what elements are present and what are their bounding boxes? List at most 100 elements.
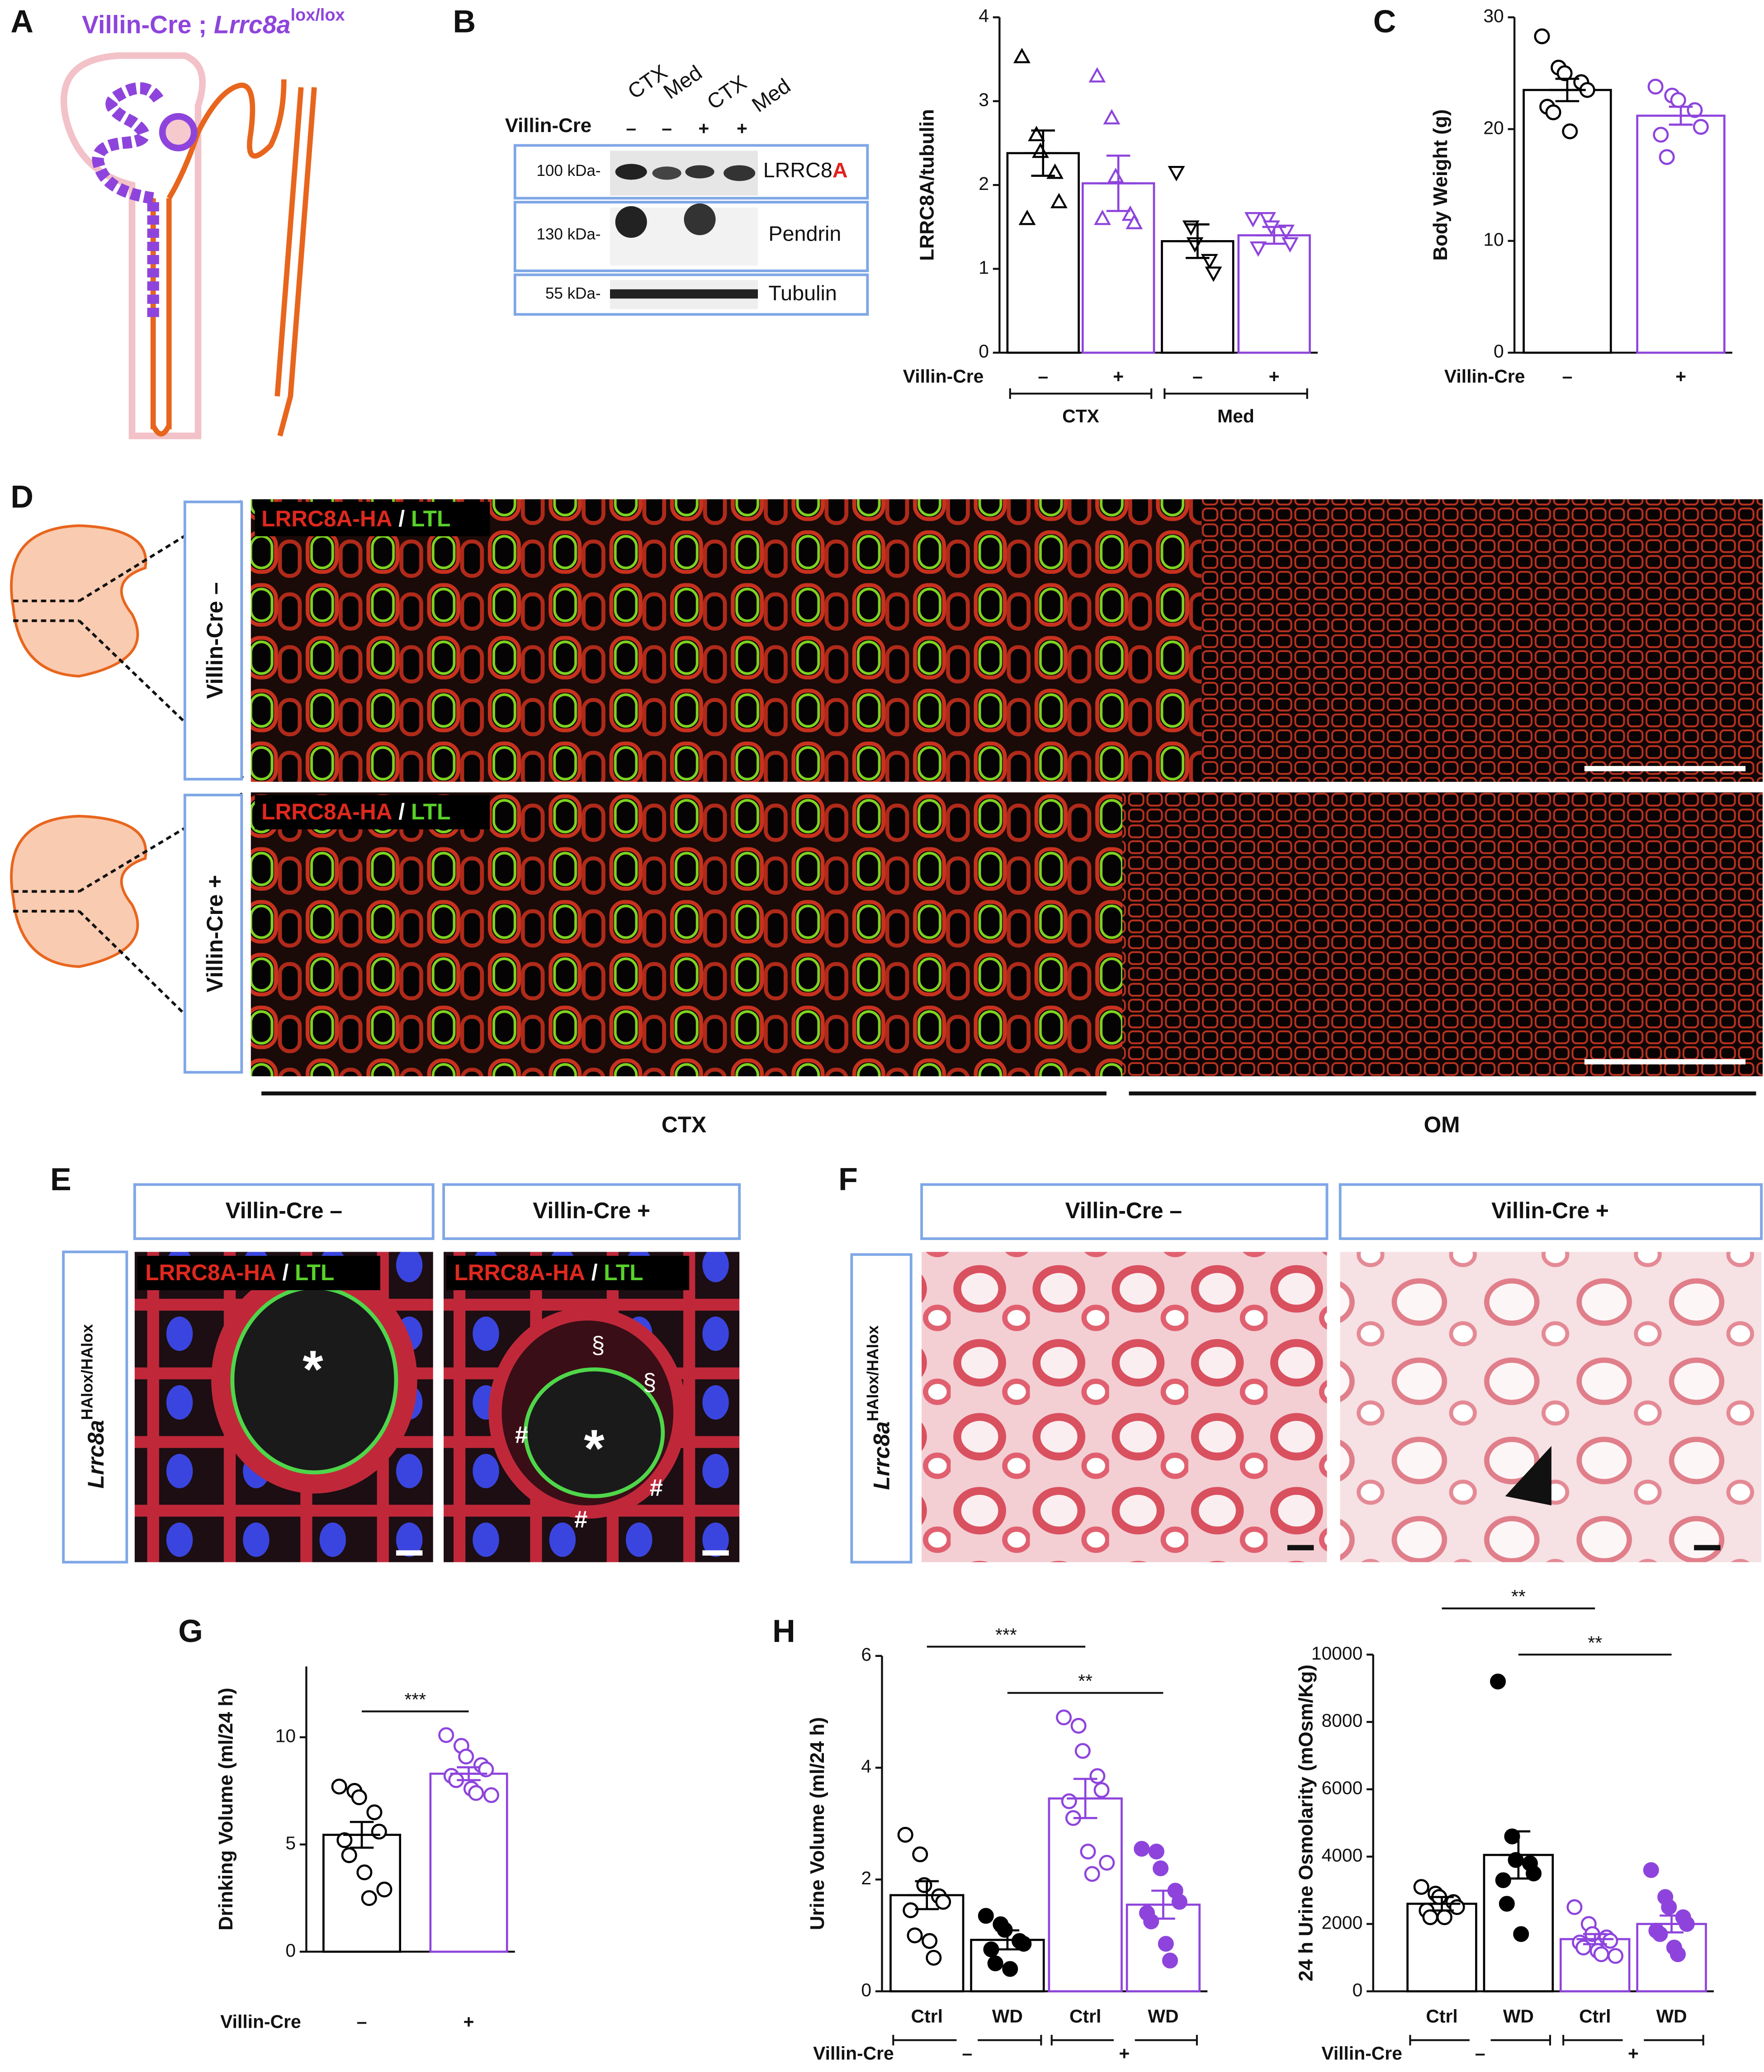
data-point xyxy=(1031,142,1049,158)
y-tick-label: 8000 xyxy=(1321,1710,1362,1731)
data-point xyxy=(1002,1961,1018,1977)
group-label: Med xyxy=(1217,406,1254,426)
data-point xyxy=(361,1890,377,1906)
data-point xyxy=(1575,1940,1592,1956)
data-point xyxy=(1499,1896,1515,1912)
data-point xyxy=(458,1748,474,1765)
data-point xyxy=(1153,1860,1169,1877)
protein: LRRC8 xyxy=(763,158,832,182)
panel-letter: D xyxy=(10,479,33,515)
data-point xyxy=(907,1927,923,1944)
data-point xyxy=(1659,149,1675,165)
western-blot: CTX Med CTX Med Villin-Cre – – + + 100 k… xyxy=(505,60,869,316)
stain: LTL xyxy=(604,1260,643,1285)
data-point xyxy=(1103,109,1121,125)
title-sup: lox/lox xyxy=(290,5,345,24)
group-label-bg xyxy=(1622,2036,1644,2066)
y-axis-title: Urine Volume (ml/24 h) xyxy=(806,1717,828,1930)
data-point xyxy=(1436,1909,1452,1925)
row-label: Villin-Cre xyxy=(903,366,984,387)
protein-suffix: A xyxy=(832,158,848,182)
y-tick-label: 10 xyxy=(1483,229,1504,250)
data-point xyxy=(1670,92,1686,108)
region-label: CTX xyxy=(662,1112,706,1137)
row-label: Villin-Cre xyxy=(220,2011,301,2032)
error-bar xyxy=(1662,105,1699,126)
genotype-label: Lrrc8aHAlox/HAlox xyxy=(864,1325,894,1490)
y-axis-title: Body Weight (g) xyxy=(1429,109,1452,261)
x-tick-label: – xyxy=(357,2011,367,2032)
data-point xyxy=(356,1864,373,1881)
data-point xyxy=(1652,1926,1668,1942)
row-label: Villin-Cre xyxy=(1321,2043,1402,2064)
error-bar xyxy=(1423,1896,1461,1912)
error-bar xyxy=(1549,77,1586,103)
x-tick-label: Ctrl xyxy=(1426,2006,1457,2027)
row-label: Villin-Cre + xyxy=(202,875,227,993)
y-tick-label: 30 xyxy=(1483,5,1504,26)
bar xyxy=(1081,182,1155,354)
bar xyxy=(1406,1902,1477,1992)
data-point xyxy=(1413,1879,1429,1895)
lane-label: Med xyxy=(659,61,706,104)
error-bar xyxy=(450,1766,487,1781)
data-point xyxy=(978,1908,994,1924)
band-protein: Tubulin xyxy=(768,281,837,305)
data-point xyxy=(336,1832,353,1848)
y-axis-title: 24 h Urine Osmolarity (mOsm/Kg) xyxy=(1295,1665,1317,1982)
data-point xyxy=(897,1826,913,1843)
significance-label: ** xyxy=(1588,1632,1602,1653)
data-point xyxy=(903,1902,919,1918)
panel-letter: G xyxy=(178,1613,203,1649)
data-point xyxy=(1171,1894,1187,1910)
stain: LTL xyxy=(411,799,450,824)
panel-letter: F xyxy=(838,1162,858,1197)
band-protein: LRRC8A xyxy=(763,158,848,182)
significance-label: *** xyxy=(995,1624,1017,1645)
data-point xyxy=(1089,1768,1106,1784)
error-bar xyxy=(1024,129,1062,177)
data-point xyxy=(1593,1946,1609,1963)
gene: Lrrc8a xyxy=(869,1421,894,1490)
y-tick-label: 10000 xyxy=(1311,1643,1363,1664)
x-tick-label: Ctrl xyxy=(911,2006,943,2027)
data-point xyxy=(1061,1793,1077,1809)
genotype: – xyxy=(662,118,672,138)
data-point xyxy=(1162,1953,1178,1969)
data-point xyxy=(1099,1854,1115,1871)
error-bar xyxy=(1255,226,1293,245)
stain: LTL xyxy=(295,1260,334,1285)
x-tick-label: – xyxy=(1562,366,1573,387)
group-label: – xyxy=(1475,2043,1485,2064)
data-point xyxy=(1088,67,1106,83)
data-point xyxy=(1074,1743,1091,1759)
y-tick-label: 0 xyxy=(1353,1979,1363,2000)
genotype: + xyxy=(698,118,709,138)
stain: LRRC8A-HA xyxy=(145,1260,276,1285)
column-label: Villin-Cre – xyxy=(226,1198,342,1223)
data-point xyxy=(912,1846,928,1863)
x-tick-label: WD xyxy=(1148,2006,1178,2027)
stain: LRRC8A-HA xyxy=(261,799,392,824)
group-label-bg xyxy=(1113,2036,1135,2066)
stain-label: LRRC8A-HA / LTL xyxy=(454,1260,643,1285)
data-point xyxy=(1013,47,1031,63)
y-tick-label: 5 xyxy=(285,1833,296,1854)
x-tick-label: + xyxy=(463,2011,474,2032)
error-bar xyxy=(1144,1889,1182,1920)
data-point xyxy=(1566,1899,1583,1915)
data-point xyxy=(1158,1935,1174,1952)
x-tick-label: Ctrl xyxy=(1579,2006,1611,2027)
data-point xyxy=(1449,1899,1465,1915)
data-point xyxy=(987,1955,1003,1972)
y-tick-label: 2 xyxy=(979,173,989,194)
data-point xyxy=(1084,1866,1100,1882)
stain: LTL xyxy=(411,506,450,531)
row-label: Villin-Cre xyxy=(505,114,591,137)
x-tick-label: + xyxy=(1269,366,1280,387)
stain-label: LRRC8A-HA / LTL xyxy=(261,506,450,531)
x-tick-label: Ctrl xyxy=(1069,2006,1101,2027)
band-protein: Pendrin xyxy=(768,222,841,245)
x-tick-label: + xyxy=(1113,366,1124,387)
y-tick-label: 0 xyxy=(1494,341,1504,362)
